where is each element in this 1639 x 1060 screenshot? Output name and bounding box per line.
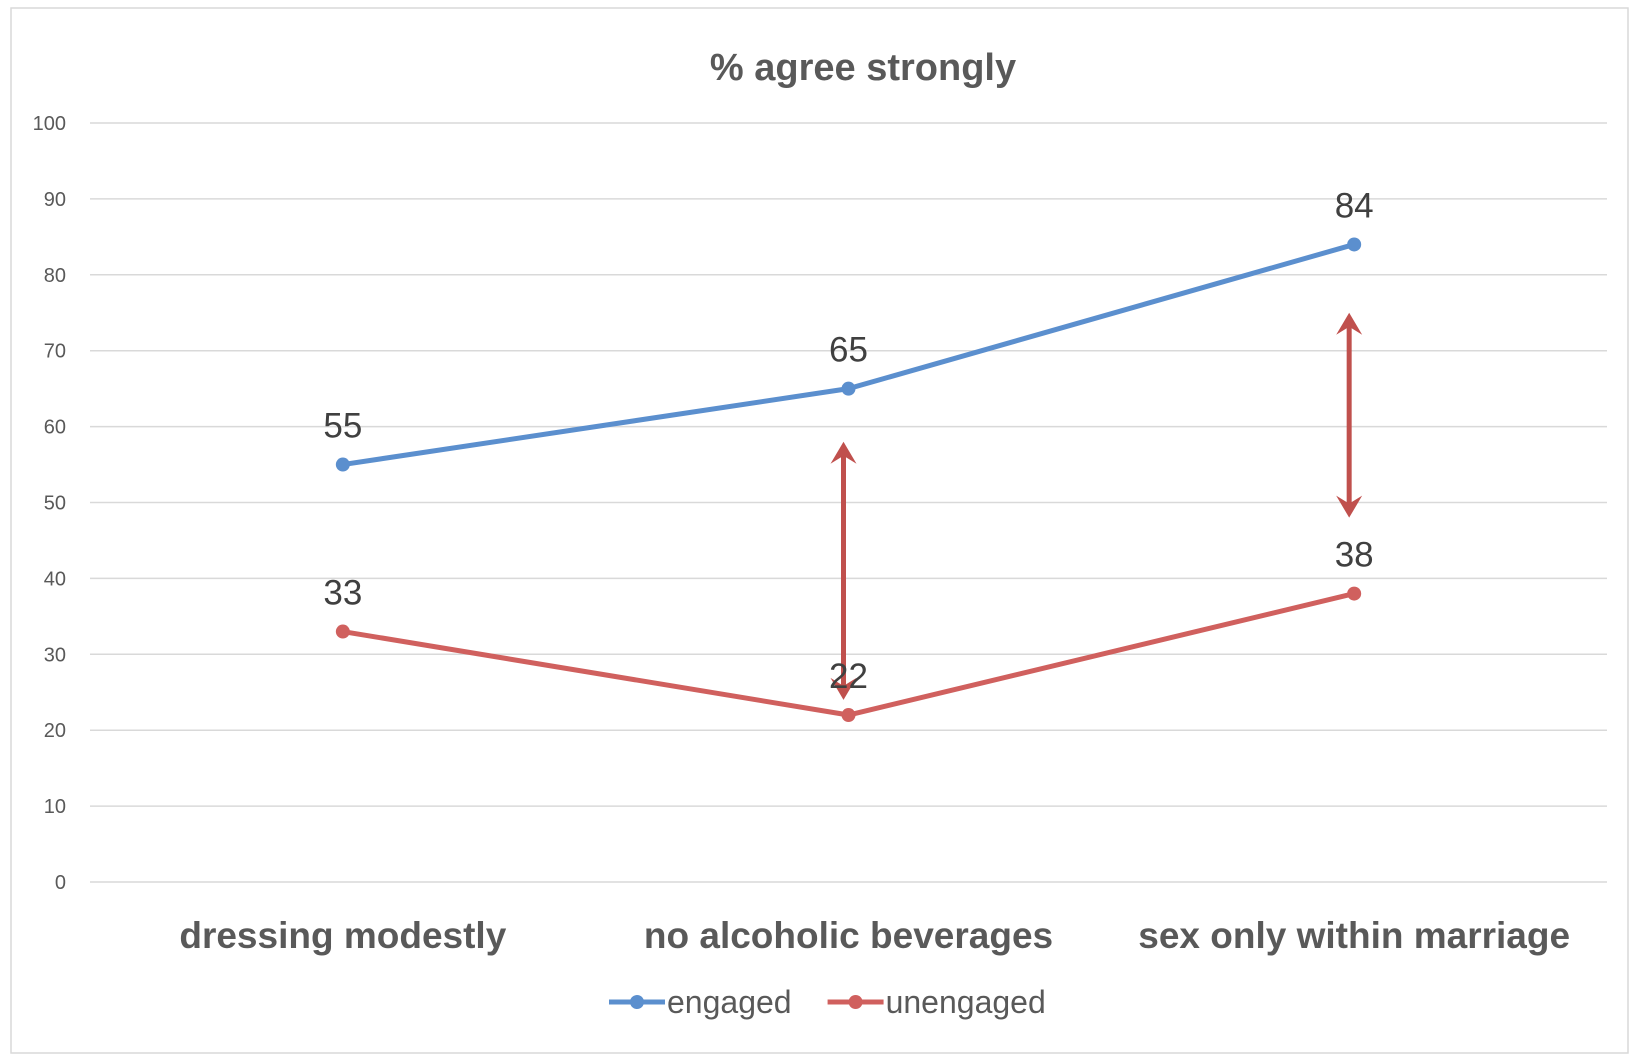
y-tick-label: 30 xyxy=(44,644,66,666)
y-tick-label: 80 xyxy=(44,265,66,287)
y-tick-label: 0 xyxy=(55,872,66,894)
chart-border xyxy=(10,7,1629,1054)
x-tick-label: dressing modestly xyxy=(179,915,506,956)
data-point xyxy=(841,708,856,723)
chart-title: % agree strongly xyxy=(710,47,1016,89)
data-point xyxy=(335,624,350,639)
data-label: 65 xyxy=(829,331,868,370)
gap-arrow-head xyxy=(830,677,857,700)
gap-arrow-head xyxy=(1336,312,1363,335)
legend-item-unengaged: unengaged xyxy=(827,984,1046,1020)
legend-label: unengaged xyxy=(886,984,1046,1020)
data-label: 84 xyxy=(1335,186,1374,225)
gap-arrow xyxy=(1336,312,1363,518)
data-label: 38 xyxy=(1335,536,1374,575)
y-tick-label: 60 xyxy=(44,417,66,439)
data-point xyxy=(1347,237,1362,252)
data-label: 55 xyxy=(323,407,362,446)
y-tick-label: 20 xyxy=(44,720,66,742)
data-point xyxy=(1347,586,1362,601)
gap-arrow xyxy=(830,441,857,700)
legend-item-engaged: engaged xyxy=(609,984,792,1020)
y-tick-label: 70 xyxy=(44,341,66,363)
y-tick-label: 10 xyxy=(44,796,66,818)
y-tick-label: 50 xyxy=(44,493,66,515)
data-point xyxy=(841,381,856,396)
x-tick-label: sex only within marriage xyxy=(1138,915,1570,956)
legend-label: engaged xyxy=(667,984,792,1020)
y-tick-label: 90 xyxy=(44,189,66,211)
legend-marker xyxy=(848,995,863,1009)
data-point xyxy=(335,457,350,472)
x-tick-label: no alcoholic beverages xyxy=(644,915,1053,956)
y-tick-label: 40 xyxy=(44,568,66,590)
gap-arrow-head xyxy=(1336,495,1363,518)
data-label: 22 xyxy=(829,657,868,696)
data-label: 33 xyxy=(323,574,362,613)
gap-arrow-head xyxy=(830,441,857,464)
legend-marker xyxy=(630,995,644,1009)
y-tick-label: 100 xyxy=(33,113,66,135)
